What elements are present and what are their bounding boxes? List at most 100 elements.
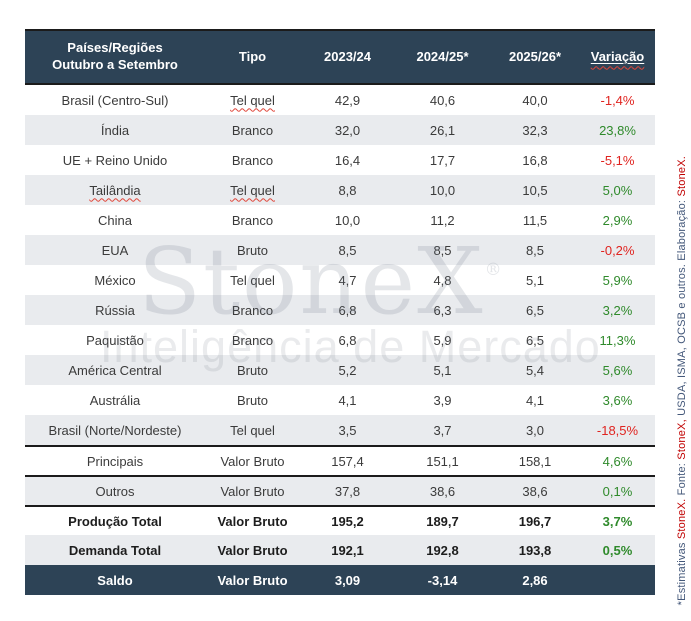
cell-y2526: 5,4 [525,362,545,378]
cell-name: América Central [68,362,162,378]
cell-name: EUA [101,242,129,258]
cell-tipo: Valor Bruto [220,453,285,469]
header-2024-25: 2024/25* [416,48,469,64]
cell-variacao: 11,3% [599,332,636,348]
cell-y2324: 6,8 [338,332,357,348]
cell-tipo: Valor Bruto [217,572,288,588]
cell-y2526: 38,6 [522,483,548,499]
cell-y2425: 17,7 [429,152,456,168]
cell-y2425: 10,0 [429,182,456,198]
cell-y2324: 8,8 [338,182,357,198]
header-countries-line1: Países/Regiões [67,40,163,56]
cell-name: Índia [100,122,130,138]
cell-y2526: 6,5 [525,302,545,318]
cell-tipo: Bruto [236,392,269,408]
source-note-segment: StoneX. [676,155,688,197]
cell-tipo: Valor Bruto [220,483,285,499]
table-row: Brasil (Norte/Nordeste) Tel quel 3,5 3,7 3,0… [25,415,655,445]
source-note-text: *Estimativas StoneX. Fonte: StoneX, USDA… [676,156,688,605]
cell-name: México [94,272,136,288]
source-note: *Estimativas StoneX. Fonte: StoneX, USDA… [676,45,688,605]
cell-y2324: 10,0 [334,212,361,228]
cell-tipo: Branco [231,152,274,168]
cell-y2324: 8,5 [338,242,357,258]
cell-variacao: 5,6% [602,362,633,378]
cell-tipo: Bruto [236,242,269,258]
cell-variacao: 5,9% [602,272,633,288]
cell-variacao: -18,5% [596,422,639,438]
cell-y2526: 40,0 [522,92,548,108]
cell-y2526: 32,3 [522,122,548,138]
table-row: América Central Bruto 5,2 5,1 5,4 5,6% [25,355,655,385]
cell-name: Rússia [95,302,135,318]
cell-y2425: 11,2 [430,212,455,228]
cell-y2526: 196,7 [518,513,552,529]
cell-tipo: Bruto [236,362,269,378]
table-row: Tailândia Tel quel 8,8 10,0 10,5 5,0% [25,175,655,205]
cell-tipo: Branco [231,122,274,138]
cell-tipo: Branco [231,212,274,228]
table-row: China Branco 10,0 11,2 11,5 2,9% [25,205,655,235]
cell-y2425: 6,3 [433,302,452,318]
cell-y2324: 4,1 [338,392,357,408]
cell-y2526: 4,1 [525,392,545,408]
cell-variacao: 2,9% [602,212,633,228]
cell-y2324: 3,5 [338,422,357,438]
cell-tipo: Tel quel [230,422,275,438]
table-row: Brasil (Centro-Sul) Tel quel 42,9 40,6 40,0 -… [25,85,655,115]
cell-tipo: Valor Bruto [217,542,288,558]
cell-tipo: Tel quel [230,272,275,288]
cell-variacao: -0,2% [600,242,635,258]
cell-y2425: 8,5 [433,242,452,258]
cell-y2526: 8,5 [525,242,545,258]
cell-y2526: 3,0 [525,422,545,438]
cell-name: Brasil (Centro-Sul) [61,92,169,108]
cell-name: Demanda Total [68,542,162,558]
cell-name: Produção Total [68,513,162,529]
table-row: UE + Reino Unido Branco 16,4 17,7 16,8 -5,1% [25,145,655,175]
cell-y2425: 3,9 [433,392,452,408]
cell-y2324: 37,8 [334,483,361,499]
cell-y2526: 10,5 [522,182,548,198]
cell-variacao: 3,7% [602,513,633,529]
cell-y2526: 2,86 [522,572,548,588]
source-note-segment: *Estimativas [676,538,688,605]
cell-tipo: Branco [231,302,274,318]
cell-variacao: 4,6% [602,453,633,469]
cell-name: Tailândia [89,182,141,198]
cell-tipo: Valor Bruto [217,513,288,529]
source-note-segment: StoneX. [676,498,688,539]
cell-tipo: Tel quel [230,92,275,108]
cell-variacao: 23,8% [599,122,636,138]
table-row: Índia Branco 32,0 26,1 32,3 23,8% [25,115,655,145]
header-tipo: Tipo [238,48,267,64]
table-row: EUA Bruto 8,5 8,5 8,5 -0,2% [25,235,655,265]
cell-y2425: 5,1 [433,362,452,378]
cell-name: Principais [86,453,144,469]
table-body: Brasil (Centro-Sul) Tel quel 42,9 40,6 40,0 -… [25,85,655,595]
cell-variacao: -1,4% [600,92,635,108]
cell-y2526: 16,8 [522,152,548,168]
cell-y2324: 6,8 [338,302,357,318]
table-row: Principais Valor Bruto 157,4 151,1 158,1 4,6% [25,445,655,475]
table-row: Austrália Bruto 4,1 3,9 4,1 3,6% [25,385,655,415]
cell-y2425: 5,9 [433,332,452,348]
table-header-row: Países/Regiões Outubro a Setembro Tipo 2… [25,29,655,85]
cell-y2324: 16,4 [334,152,361,168]
cell-name: UE + Reino Unido [62,152,168,168]
cell-y2526: 158,1 [518,453,552,469]
cell-y2324: 32,0 [334,122,361,138]
cell-name: Austrália [89,392,141,408]
header-2023-24: 2023/24 [324,48,371,64]
table-row: Paquistão Branco 6,8 5,9 6,5 11,3% [25,325,655,355]
table-row: Outros Valor Bruto 37,8 38,6 38,6 0,1% [25,475,655,505]
cell-y2324: 192,1 [331,542,364,558]
cell-y2526: 11,5 [522,212,548,228]
cell-y2425: 26,1 [429,122,456,138]
cell-y2526: 6,5 [525,332,545,348]
table-row: México Tel quel 4,7 4,8 5,1 5,9% [25,265,655,295]
cell-y2324: 195,2 [331,513,364,529]
cell-tipo: Tel quel [230,182,275,198]
cell-name: Brasil (Norte/Nordeste) [48,422,182,438]
cell-y2425: 3,7 [433,422,452,438]
